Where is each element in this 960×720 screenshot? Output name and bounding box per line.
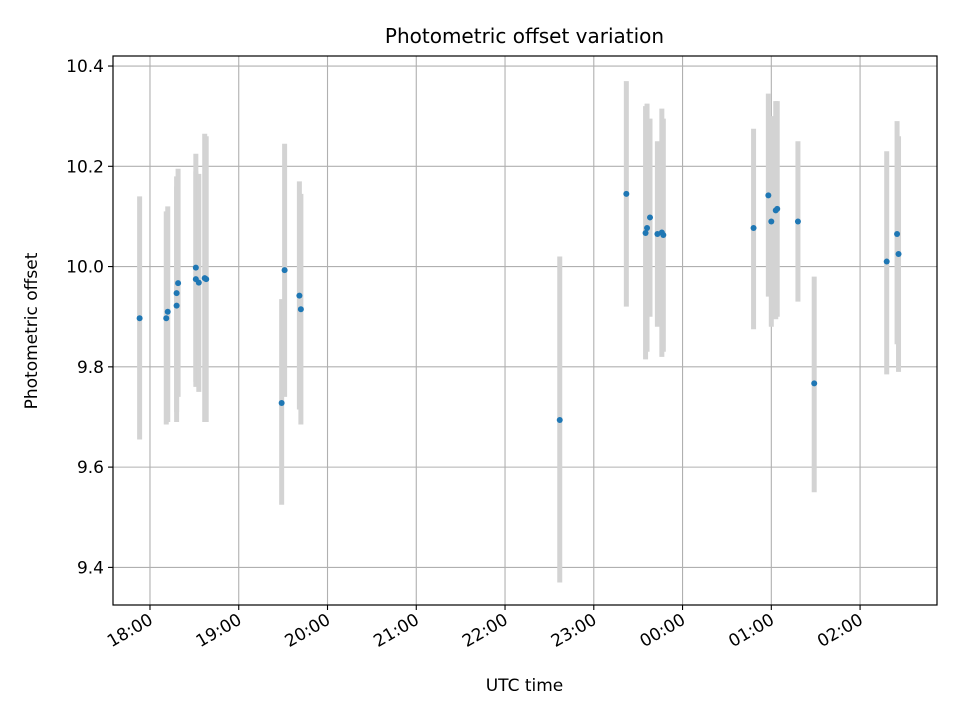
y-tick-label: 10.4 <box>66 57 104 77</box>
data-point <box>623 190 630 197</box>
x-tick-label: 22:00 <box>459 610 511 652</box>
y-axis-title: Photometric offset <box>22 252 42 409</box>
x-tick-label: 00:00 <box>637 610 689 652</box>
x-tick-label: 23:00 <box>548 610 600 652</box>
x-tick-label: 21:00 <box>370 610 422 652</box>
x-tick-label: 19:00 <box>193 610 245 652</box>
data-point <box>660 231 667 238</box>
data-point <box>644 224 651 231</box>
data-point <box>163 315 170 322</box>
data-point <box>136 315 143 322</box>
data-point <box>281 267 288 274</box>
data-point <box>556 416 563 423</box>
chart-title: Photometric offset variation <box>385 24 664 48</box>
x-tick-label: 01:00 <box>725 610 777 652</box>
x-axis-title: UTC time <box>486 676 564 696</box>
x-tick-label: 18:00 <box>104 610 156 652</box>
grid-layer <box>113 56 937 605</box>
marker-layer <box>136 190 902 423</box>
data-point <box>642 229 649 236</box>
data-point <box>750 224 757 231</box>
data-point <box>894 230 901 237</box>
data-point <box>895 251 902 258</box>
data-point <box>296 292 303 299</box>
data-point <box>192 264 199 271</box>
tick-layer: 9.4 9.6 9.8 10.0 10.2 10.4 18:00 19:00 20:00 21:0… <box>66 57 866 652</box>
data-point <box>175 280 182 287</box>
data-point <box>811 380 818 387</box>
y-tick-label: 10.0 <box>66 258 104 278</box>
x-tick-label: 20:00 <box>282 610 334 652</box>
data-point <box>794 218 801 225</box>
plot-frame <box>112 55 938 606</box>
data-point <box>774 205 781 212</box>
data-point <box>173 290 180 297</box>
data-point <box>768 218 775 225</box>
data-point <box>765 192 772 199</box>
data-point <box>203 276 210 283</box>
data-point <box>297 306 304 313</box>
x-tick-label: 02:00 <box>814 610 866 652</box>
data-point <box>883 258 890 265</box>
data-point <box>647 214 654 221</box>
data-point <box>278 399 285 406</box>
y-tick-label: 10.2 <box>66 157 104 177</box>
y-tick-label: 9.8 <box>77 358 104 378</box>
y-tick-label: 9.6 <box>77 458 104 478</box>
errorbar-layer <box>137 81 902 583</box>
y-tick-label: 9.4 <box>77 558 104 578</box>
data-point <box>195 279 202 286</box>
data-point <box>173 302 180 309</box>
data-point <box>164 308 171 315</box>
